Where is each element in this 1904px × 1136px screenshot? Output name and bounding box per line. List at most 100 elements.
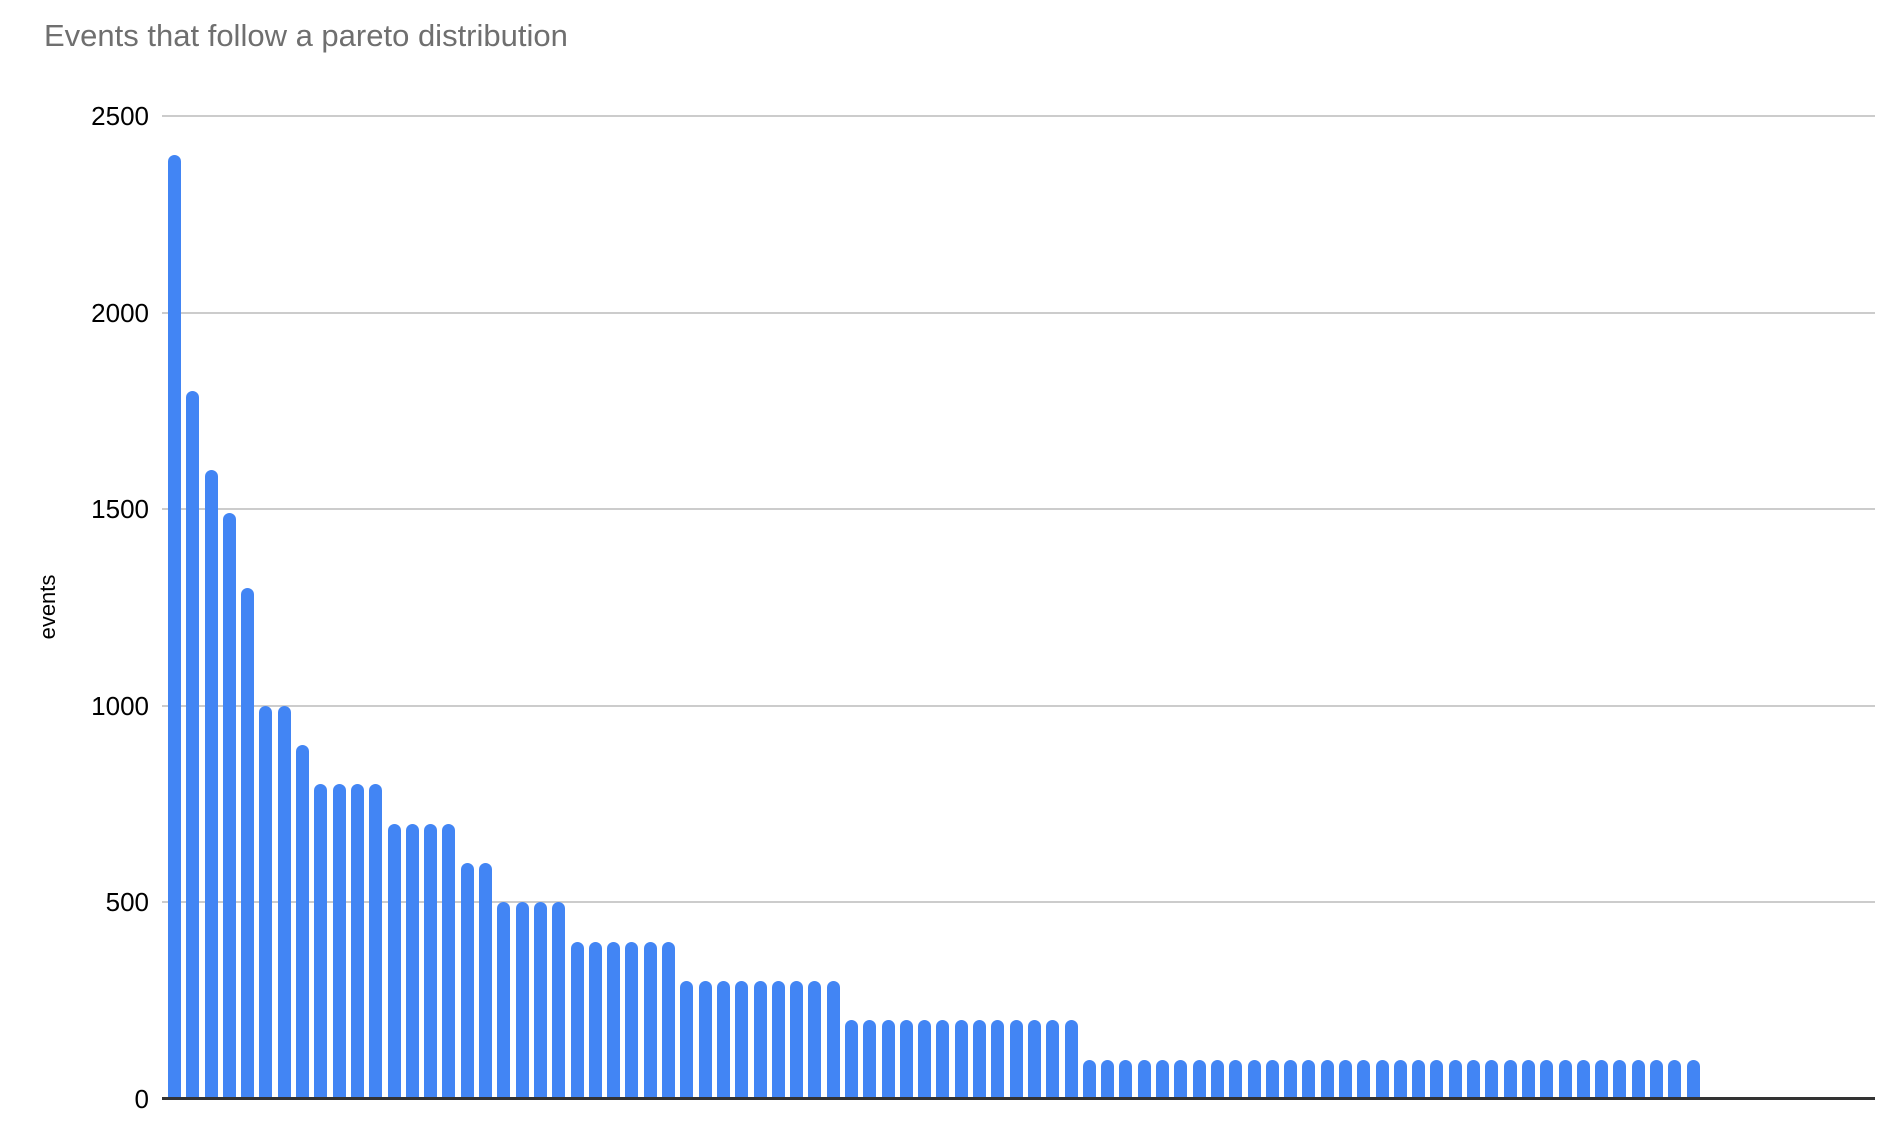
bar bbox=[936, 1020, 950, 1099]
gridline bbox=[162, 115, 1875, 117]
bar bbox=[735, 981, 749, 1099]
bar bbox=[1339, 1059, 1352, 1099]
bar bbox=[241, 587, 255, 1099]
bar bbox=[168, 155, 181, 1099]
bar bbox=[1265, 1059, 1279, 1099]
y-tick-label: 1500 bbox=[91, 494, 149, 525]
bar bbox=[698, 981, 712, 1099]
bar bbox=[1521, 1059, 1535, 1099]
bar bbox=[1156, 1059, 1170, 1099]
bar bbox=[1192, 1059, 1206, 1099]
bar bbox=[1320, 1059, 1334, 1099]
bar bbox=[899, 1020, 913, 1099]
y-tick-label: 2500 bbox=[91, 101, 149, 131]
bar bbox=[1284, 1059, 1298, 1099]
plot-area: 2500 2000 1500 1000 500 0 bbox=[91, 102, 1875, 1113]
bar bbox=[1229, 1059, 1243, 1099]
bar bbox=[643, 941, 657, 1099]
bar bbox=[680, 981, 694, 1099]
gridline bbox=[162, 704, 1875, 707]
bar bbox=[918, 1020, 932, 1099]
bar bbox=[1393, 1059, 1407, 1099]
bar bbox=[973, 1020, 987, 1099]
bar bbox=[424, 823, 438, 1099]
bar bbox=[1302, 1059, 1316, 1099]
bar bbox=[515, 902, 529, 1099]
bar bbox=[662, 941, 676, 1099]
bar bbox=[844, 1020, 858, 1099]
bar bbox=[1631, 1059, 1645, 1099]
bar bbox=[625, 941, 639, 1099]
bar bbox=[1357, 1059, 1371, 1099]
bar bbox=[460, 863, 474, 1099]
bar bbox=[991, 1020, 1005, 1099]
bar bbox=[588, 941, 602, 1099]
bar bbox=[1650, 1059, 1664, 1099]
bar bbox=[1485, 1059, 1499, 1099]
bar bbox=[1046, 1020, 1060, 1099]
bar bbox=[1412, 1059, 1426, 1099]
bars-container bbox=[168, 116, 1700, 1099]
bar bbox=[1027, 1020, 1041, 1099]
bar bbox=[533, 902, 547, 1099]
bar bbox=[387, 823, 401, 1099]
bar bbox=[277, 705, 291, 1099]
bar bbox=[479, 863, 493, 1099]
y-tick-label: 1000 bbox=[91, 690, 149, 721]
x-axis-line bbox=[162, 1097, 1875, 1100]
bar bbox=[204, 469, 218, 1099]
bar bbox=[222, 513, 236, 1099]
bar bbox=[607, 941, 621, 1099]
gridline bbox=[162, 901, 1875, 904]
bar bbox=[442, 823, 456, 1099]
bar bbox=[570, 941, 584, 1099]
bar bbox=[808, 981, 822, 1099]
bar bbox=[296, 745, 310, 1099]
bar bbox=[369, 784, 383, 1099]
bar bbox=[1613, 1059, 1627, 1099]
bar bbox=[753, 981, 767, 1099]
bar bbox=[1375, 1059, 1389, 1099]
bar bbox=[1448, 1059, 1462, 1099]
y-tick-label: 2000 bbox=[91, 297, 149, 328]
y-tick-label: 500 bbox=[105, 887, 149, 918]
gridline bbox=[162, 311, 1875, 314]
bar bbox=[1686, 1059, 1700, 1099]
bar bbox=[826, 981, 840, 1099]
bar bbox=[1540, 1059, 1554, 1099]
bar bbox=[1576, 1059, 1590, 1099]
bar bbox=[332, 784, 346, 1099]
bar bbox=[1668, 1059, 1682, 1099]
bar bbox=[1467, 1059, 1481, 1099]
bar bbox=[314, 784, 328, 1099]
bar bbox=[405, 823, 419, 1099]
bar bbox=[1174, 1059, 1188, 1099]
bar bbox=[771, 981, 785, 1099]
bar bbox=[1210, 1059, 1224, 1099]
bar bbox=[1009, 1020, 1023, 1099]
bar bbox=[1247, 1059, 1261, 1099]
bar bbox=[552, 902, 566, 1099]
bar bbox=[863, 1020, 877, 1099]
bar bbox=[350, 784, 364, 1099]
chart-title: Events that follow a pareto distribution bbox=[44, 18, 568, 53]
bar bbox=[881, 1020, 895, 1099]
bar bbox=[1064, 1020, 1078, 1099]
bar bbox=[790, 981, 804, 1099]
bar bbox=[186, 391, 200, 1099]
bar bbox=[259, 705, 273, 1099]
bar bbox=[954, 1020, 968, 1099]
y-axis-title: events bbox=[35, 574, 60, 640]
y-tick-label: 0 bbox=[134, 1084, 149, 1114]
gridline bbox=[162, 508, 1875, 511]
bar bbox=[1595, 1059, 1609, 1099]
bar bbox=[1137, 1059, 1151, 1099]
bar bbox=[1119, 1059, 1133, 1099]
bar bbox=[1503, 1059, 1517, 1099]
bar bbox=[716, 981, 730, 1099]
bar bbox=[1082, 1059, 1096, 1099]
bar bbox=[497, 902, 511, 1099]
bar bbox=[1558, 1059, 1572, 1099]
bar bbox=[1101, 1059, 1115, 1099]
